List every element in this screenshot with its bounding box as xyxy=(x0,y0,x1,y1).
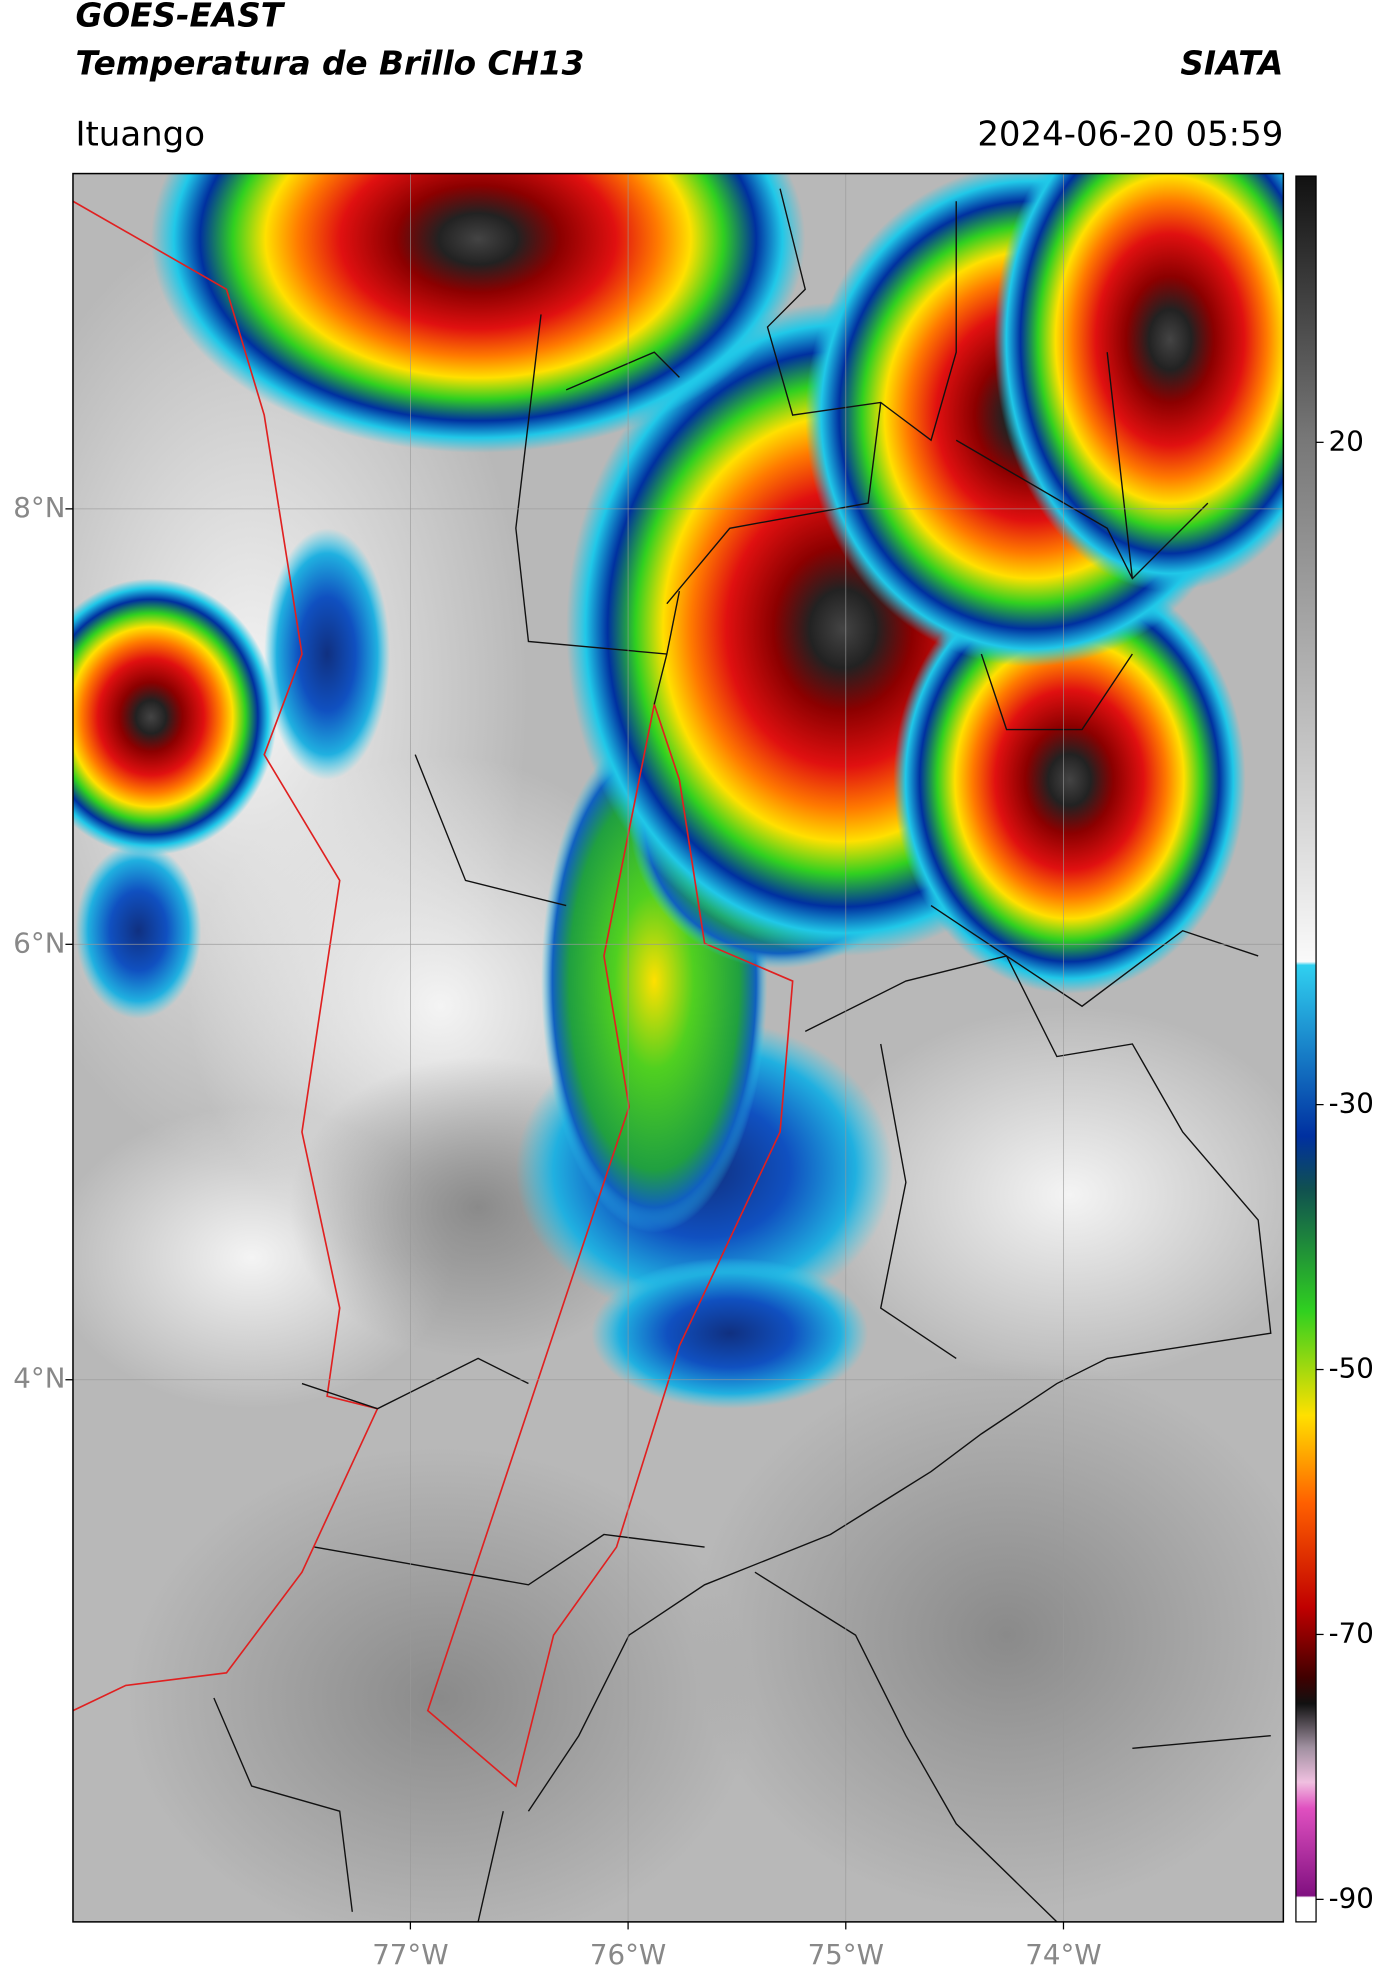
x-tick-label: 77°W xyxy=(372,1938,448,1971)
colorbar-tick-label: 20 xyxy=(1329,424,1364,457)
grid xyxy=(72,173,1284,1922)
satellite-image xyxy=(72,173,1284,1922)
subtitle: Temperatura de Brillo CH13 xyxy=(75,44,584,82)
y-tick-label: 4°N xyxy=(13,1362,65,1395)
organization: SIATA xyxy=(1180,44,1283,82)
colorbar-tick-label: -90 xyxy=(1329,1881,1374,1914)
colorbar-tick-label: -70 xyxy=(1329,1616,1374,1649)
y-tick-label: 6°N xyxy=(13,926,65,959)
datetime: 2024-06-20 05:59 xyxy=(977,114,1283,154)
colorbar xyxy=(1295,175,1317,1923)
x-tick-label: 76°W xyxy=(590,1938,666,1971)
y-tick-label: 8°N xyxy=(13,491,65,524)
colorbar-tick-label: -50 xyxy=(1329,1352,1374,1385)
map-frame xyxy=(72,172,1285,1923)
x-tick-label: 75°W xyxy=(808,1938,884,1971)
title: GOES-EAST xyxy=(75,0,285,35)
colorbar-tick-label: -30 xyxy=(1329,1087,1374,1120)
x-tick-label: 74°W xyxy=(1025,1938,1101,1971)
region: Ituango xyxy=(75,114,205,154)
